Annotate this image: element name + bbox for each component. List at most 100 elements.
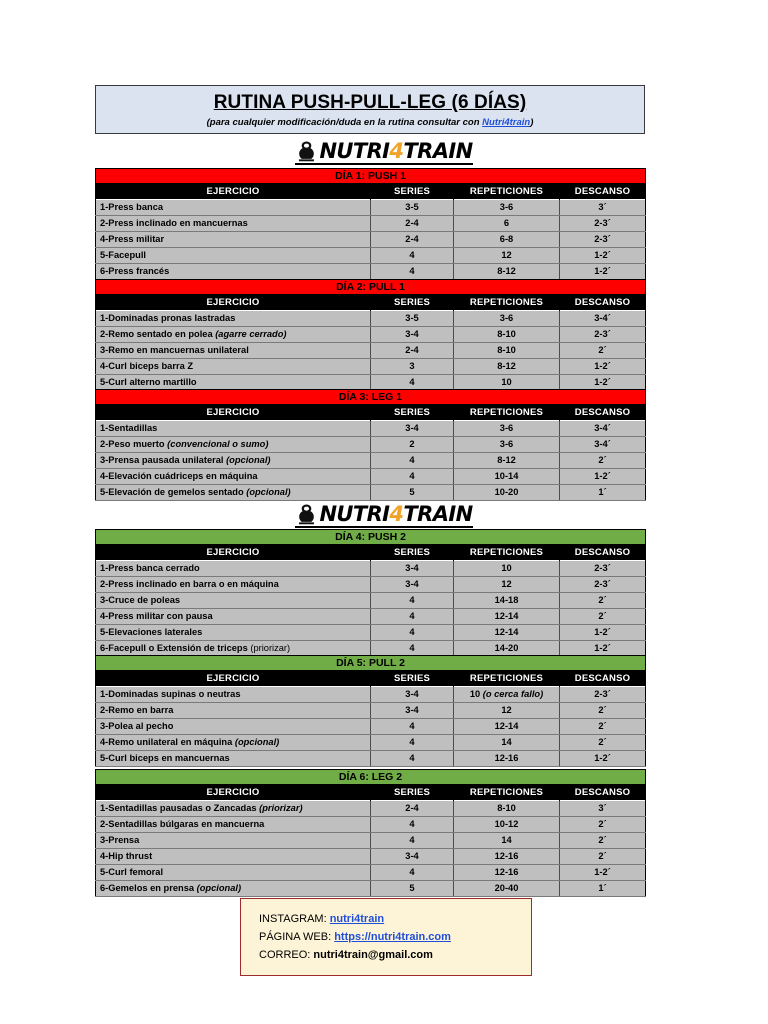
exercise-rest: 2´ xyxy=(558,718,647,735)
exercise-name: 2-Remo sentado en polea (agarre cerrado) xyxy=(95,326,371,343)
exercise-reps: 3-6 xyxy=(453,420,560,437)
exercise-rest: 2´ xyxy=(558,848,647,865)
exercise-name: 5-Facepull xyxy=(95,247,371,264)
exercise-reps: 8-12 xyxy=(453,263,560,280)
exercise-reps: 12 xyxy=(453,247,560,264)
exercise-name: 4-Hip thrust xyxy=(95,848,371,865)
day-table-3: DÍA 3: LEG 1 EJERCICIO SERIES REPETICIONES D… xyxy=(94,389,647,501)
logo-accent-digit: 4 xyxy=(389,502,404,526)
nutri4train-link[interactable]: Nutri4train xyxy=(482,116,531,128)
exercise-row: 3-Polea al pecho 4 12-14 2´ xyxy=(95,718,647,735)
column-header-reps: REPETICIONES xyxy=(453,670,560,687)
column-header-rest: DESCANSO xyxy=(558,404,647,421)
exercise-series: 4 xyxy=(370,468,454,485)
day-header: DÍA 2: PULL 1 xyxy=(94,279,647,295)
exercise-series: 4 xyxy=(370,452,454,469)
kettlebell-icon xyxy=(299,504,315,525)
exercise-rest: 1-2´ xyxy=(558,358,647,375)
column-header-series: SERIES xyxy=(370,544,454,561)
exercise-rest: 2-3´ xyxy=(558,326,647,343)
exercise-row: 5-Elevación de gemelos sentado (opcional… xyxy=(95,484,647,501)
exercise-name: 3-Polea al pecho xyxy=(95,718,371,735)
exercise-series: 2 xyxy=(370,436,454,453)
column-header-rest: DESCANSO xyxy=(558,784,647,801)
exercise-series: 4 xyxy=(370,374,454,391)
contact-link-0[interactable]: nutri4train xyxy=(329,913,385,925)
contact-line: CORREO: nutri4train@gmail.com xyxy=(259,948,531,962)
contact-box: INSTAGRAM: nutri4train PÁGINA WEB: https:… xyxy=(240,898,532,976)
exercise-row: 1-Dominadas supinas o neutras 3-4 10 (o ce… xyxy=(95,686,647,703)
column-header-series: SERIES xyxy=(370,183,454,200)
exercise-note: (agarre cerrado) xyxy=(212,329,287,339)
exercise-series: 4 xyxy=(370,832,454,849)
exercise-name: 1-Sentadillas xyxy=(95,420,371,437)
column-header-exercise: EJERCICIO xyxy=(95,670,371,687)
logo-accent-digit: 4 xyxy=(389,139,404,163)
exercise-name: 1-Press banca xyxy=(95,199,371,216)
column-header-reps: REPETICIONES xyxy=(453,294,560,311)
column-header-exercise: EJERCICIO xyxy=(95,404,371,421)
column-header-reps: REPETICIONES xyxy=(453,544,560,561)
exercise-name: 4-Elevación cuádriceps en máquina xyxy=(95,468,371,485)
exercise-series: 4 xyxy=(370,624,454,641)
exercise-reps: 6 xyxy=(453,215,560,232)
exercise-reps: 10-12 xyxy=(453,816,560,833)
exercise-reps: 12 xyxy=(453,576,560,593)
exercise-rest: 1-2´ xyxy=(558,247,647,264)
exercise-row: 5-Curl femoral 4 12-16 1-2´ xyxy=(95,864,647,881)
day-header: DÍA 3: LEG 1 xyxy=(94,389,647,405)
day-header: DÍA 4: PUSH 2 xyxy=(94,529,647,545)
day-title: DÍA 6: LEG 2 xyxy=(94,769,647,785)
exercise-reps: 10-20 xyxy=(453,484,560,501)
logo-text-before: NUTRI xyxy=(319,139,390,163)
exercise-series: 5 xyxy=(370,880,454,897)
exercise-series: 4 xyxy=(370,640,454,657)
exercise-reps: 3-6 xyxy=(453,436,560,453)
exercise-rest: 2´ xyxy=(558,702,647,719)
exercise-row: 2-Remo en barra 3-4 12 2´ xyxy=(95,702,647,719)
exercise-rest: 1´ xyxy=(558,880,647,897)
exercise-row: 3-Remo en mancuernas unilateral 2-4 8-10 2´ xyxy=(95,342,647,359)
exercise-row: 1-Dominadas pronas lastradas 3-5 3-6 3-4´ xyxy=(95,310,647,327)
exercise-series: 2-4 xyxy=(370,800,454,817)
exercise-name: 1-Dominadas pronas lastradas xyxy=(95,310,371,327)
exercise-name: 4-Press militar xyxy=(95,231,371,248)
exercise-series: 2-4 xyxy=(370,342,454,359)
exercise-rest: 2´ xyxy=(558,608,647,625)
exercise-name: 2-Press inclinado en mancuernas xyxy=(95,215,371,232)
logo-text-after: TRAIN xyxy=(403,502,473,526)
exercise-series: 2-4 xyxy=(370,231,454,248)
exercise-rest: 2-3´ xyxy=(558,576,647,593)
exercise-series: 4 xyxy=(370,608,454,625)
exercise-series: 4 xyxy=(370,816,454,833)
contact-label: CORREO: xyxy=(259,949,314,961)
exercise-series: 3-4 xyxy=(370,576,454,593)
exercise-note: (opcional) xyxy=(223,455,271,465)
column-header-reps: REPETICIONES xyxy=(453,183,560,200)
contact-link-1[interactable]: https://nutri4train.com xyxy=(334,931,451,943)
exercise-rest: 3-4´ xyxy=(558,436,647,453)
exercise-reps: 12-14 xyxy=(453,608,560,625)
exercise-name: 1-Press banca cerrado xyxy=(95,560,371,577)
day-header: DÍA 1: PUSH 1 xyxy=(94,168,647,184)
exercise-rest: 2´ xyxy=(558,816,647,833)
nutri4train-logo-1: NUTRI4TRAIN xyxy=(295,139,473,165)
exercise-series: 3-4 xyxy=(370,560,454,577)
exercise-name: 5-Curl femoral xyxy=(95,864,371,881)
exercise-reps: 3-6 xyxy=(453,199,560,216)
exercise-reps: 3-6 xyxy=(453,310,560,327)
column-header-reps: REPETICIONES xyxy=(453,784,560,801)
exercise-rest: 1-2´ xyxy=(558,750,647,767)
exercise-note: (convencional o sumo) xyxy=(164,439,269,449)
exercise-rest: 2-3´ xyxy=(558,215,647,232)
exercise-reps: 14 xyxy=(453,832,560,849)
column-header-exercise: EJERCICIO xyxy=(95,784,371,801)
exercise-reps: 12-16 xyxy=(453,864,560,881)
exercise-reps: 10 (o cerca fallo) xyxy=(453,686,560,703)
exercise-reps: 14-18 xyxy=(453,592,560,609)
exercise-series: 4 xyxy=(370,247,454,264)
exercise-reps: 12-14 xyxy=(453,718,560,735)
exercise-note: (priorizar) xyxy=(256,803,303,813)
exercise-series: 2-4 xyxy=(370,215,454,232)
column-header-rest: DESCANSO xyxy=(558,544,647,561)
